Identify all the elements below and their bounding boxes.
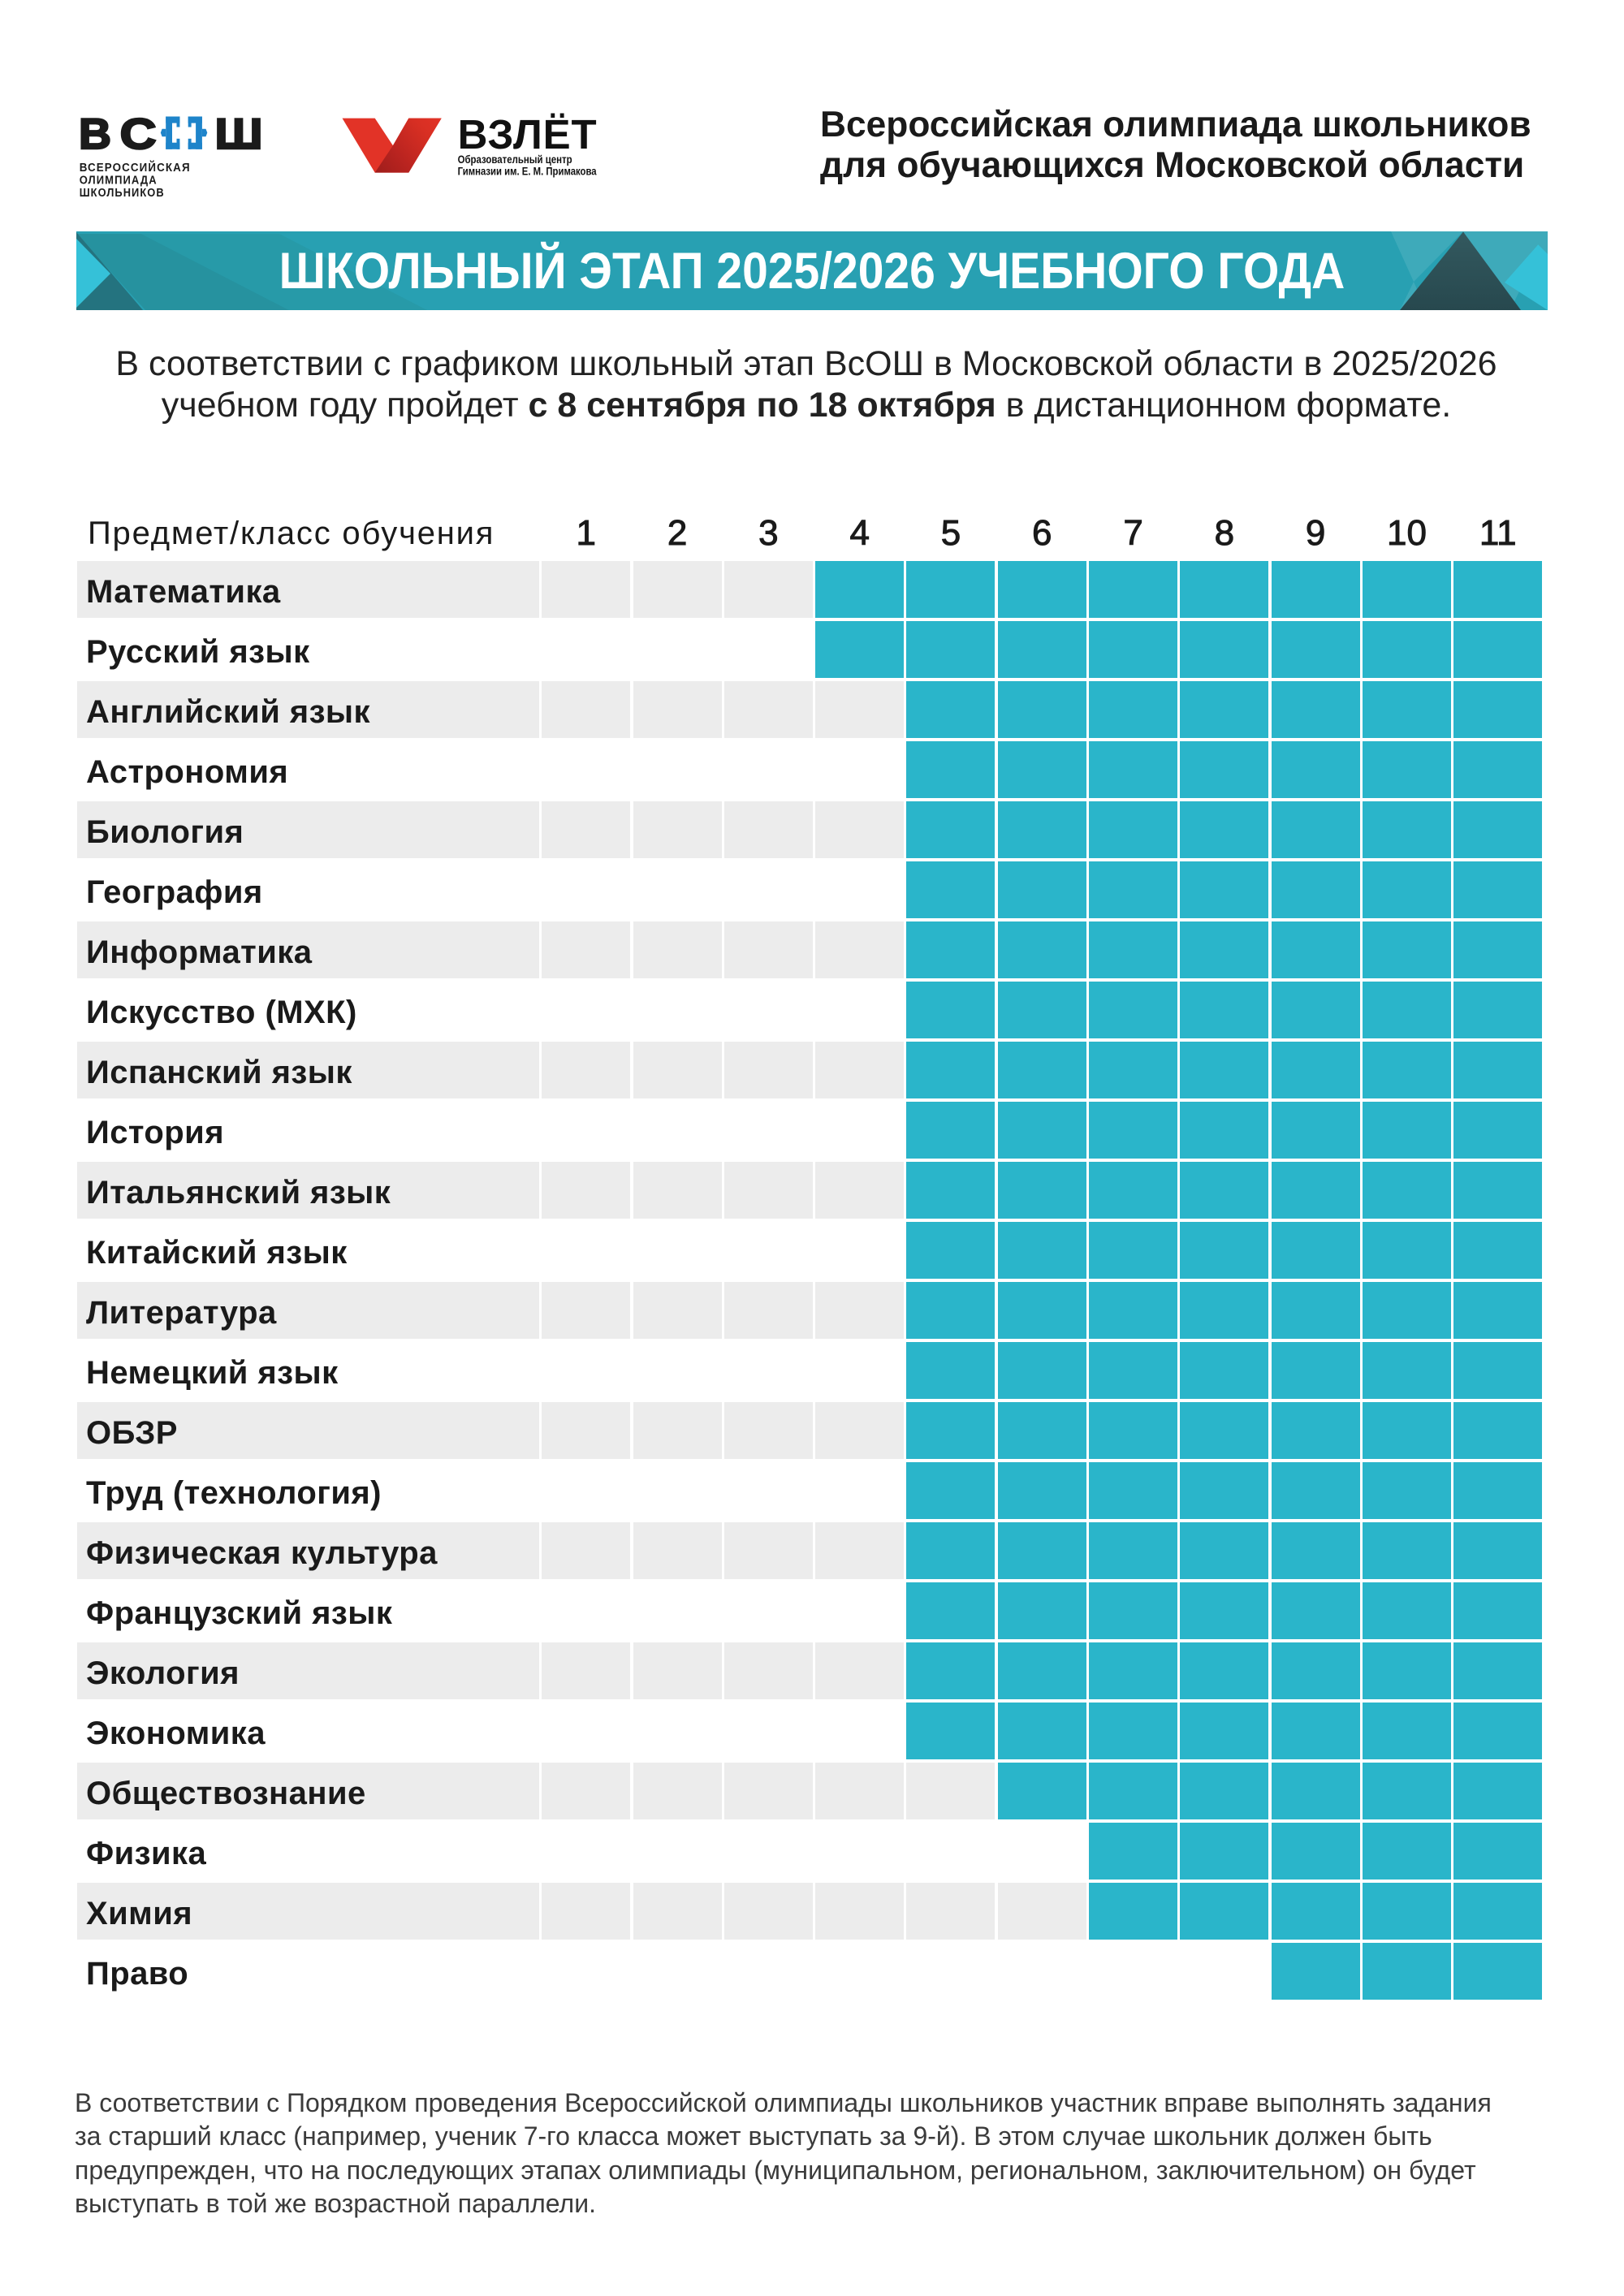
svg-text:ВЗЛЁТ: ВЗЛЁТ — [458, 111, 598, 158]
svg-text:ОЛИМПИАДА: ОЛИМПИАДА — [80, 175, 158, 188]
svg-text:ШКОЛЬНИКОВ: ШКОЛЬНИКОВ — [80, 187, 165, 200]
svg-text:В: В — [79, 110, 111, 158]
svg-text:ВСЕРОССИЙСКАЯ: ВСЕРОССИЙСКАЯ — [80, 160, 191, 175]
svg-text:Ш: Ш — [215, 110, 263, 158]
svg-text:Образовательный центр: Образовательный центр — [458, 153, 572, 166]
svg-text:Гимназии им. Е. М. Примакова: Гимназии им. Е. М. Примакова — [458, 164, 597, 177]
svg-text:С: С — [120, 110, 157, 158]
